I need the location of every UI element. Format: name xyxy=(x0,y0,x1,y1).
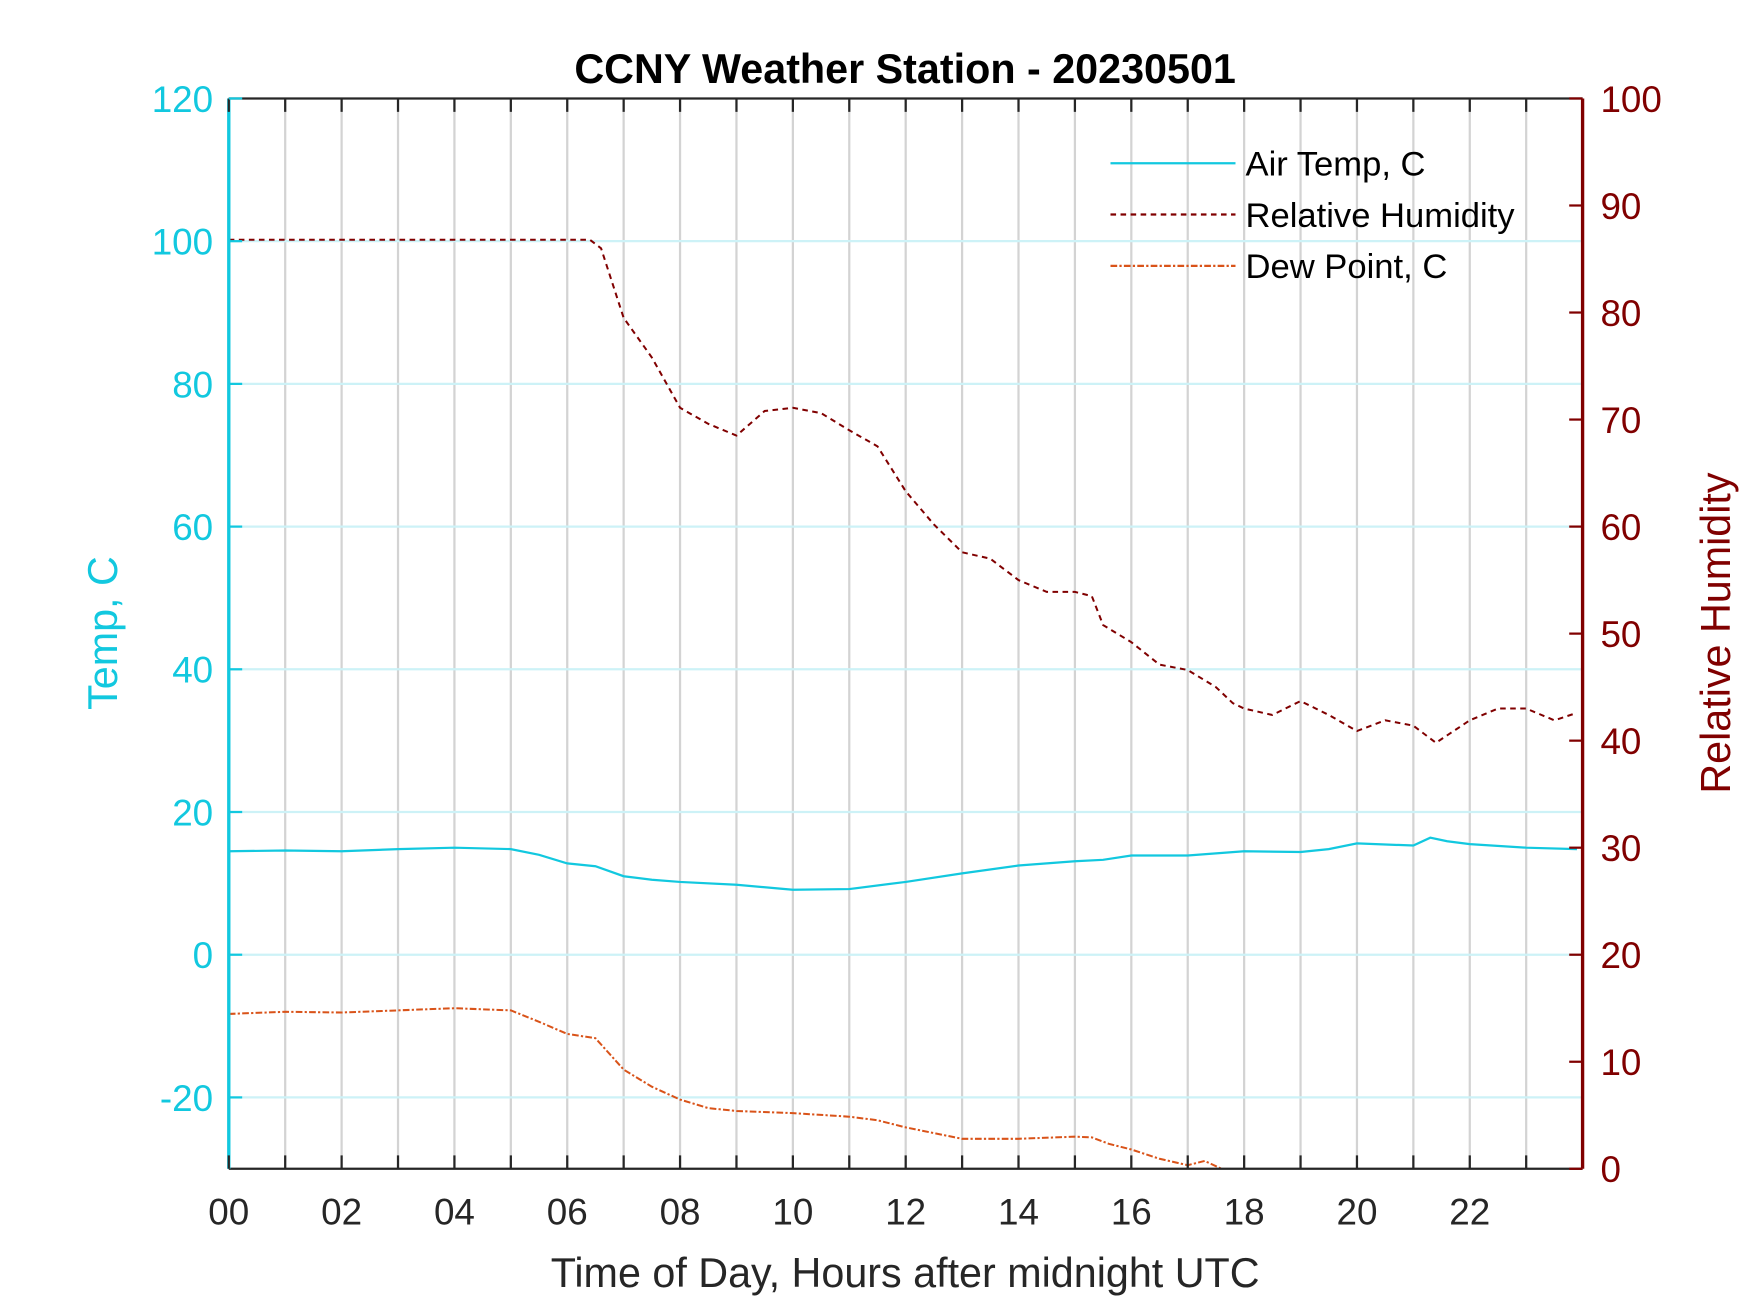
chart-title: CCNY Weather Station - 20230501 xyxy=(574,46,1236,92)
y-right-tick-label: 50 xyxy=(1600,614,1641,655)
x-tick-label: 04 xyxy=(434,1192,475,1233)
y-axis-label-right: Relative Humidity xyxy=(1693,472,1739,794)
y-left-tick-label: 80 xyxy=(172,364,213,405)
y-axis-label-left: Temp, C xyxy=(80,556,126,710)
y-right-tick-label: 80 xyxy=(1600,293,1641,334)
x-tick-label: 12 xyxy=(885,1192,926,1233)
series-line-dew-point-c xyxy=(228,1007,1223,1170)
y-right-tick-label: 0 xyxy=(1600,1149,1620,1190)
x-tick-label: 18 xyxy=(1224,1192,1265,1233)
y-right-tick-label: 10 xyxy=(1600,1042,1641,1083)
series-line-air-temp-c xyxy=(228,836,1577,891)
y-right-tick-label: 20 xyxy=(1600,935,1641,976)
y-left-tick-label: 60 xyxy=(172,507,213,548)
x-tick-label: 06 xyxy=(547,1192,588,1233)
y-left-tick-label: 40 xyxy=(172,650,213,691)
series-lines xyxy=(228,238,1578,1170)
y-left-tick-label: 120 xyxy=(152,79,213,120)
x-tick-label: 10 xyxy=(772,1192,813,1233)
legend: Air Temp, C Relative Humidity Dew Point, C xyxy=(1110,145,1515,286)
y-left-tick-label: 0 xyxy=(193,935,213,976)
y-right-tick-label: 100 xyxy=(1600,79,1661,120)
y-left-tick-label: 20 xyxy=(172,792,213,833)
x-tick-label: 14 xyxy=(998,1192,1039,1233)
y-right-tick-label: 60 xyxy=(1600,507,1641,548)
series-line-relative-humidity xyxy=(228,238,1578,745)
y-left-tick-label: -20 xyxy=(160,1078,213,1119)
y-right-tick-label: 30 xyxy=(1600,828,1641,869)
x-tick-label: 22 xyxy=(1449,1192,1490,1233)
x-tick-label: 00 xyxy=(208,1192,249,1233)
grid xyxy=(228,98,1583,1169)
y-right-tick-label: 90 xyxy=(1600,186,1641,227)
x-tick-label: 20 xyxy=(1336,1192,1377,1233)
legend-label: Relative Humidity xyxy=(1246,197,1516,235)
x-tick-label: 16 xyxy=(1111,1192,1152,1233)
legend-label: Dew Point, C xyxy=(1246,248,1448,286)
y-right-tick-label: 70 xyxy=(1600,400,1641,441)
y-right-tick-label: 40 xyxy=(1600,721,1641,762)
legend-label: Air Temp, C xyxy=(1246,145,1426,183)
y-left-tick-label: 100 xyxy=(152,222,213,263)
x-tick-label: 02 xyxy=(321,1192,362,1233)
x-axis-label: Time of Day, Hours after midnight UTC xyxy=(551,1250,1260,1296)
x-tick-label: 08 xyxy=(660,1192,701,1233)
axes: 00 02 04 06 08 10 12 14 16 18 20 22-200204060801001… xyxy=(152,79,1662,1233)
